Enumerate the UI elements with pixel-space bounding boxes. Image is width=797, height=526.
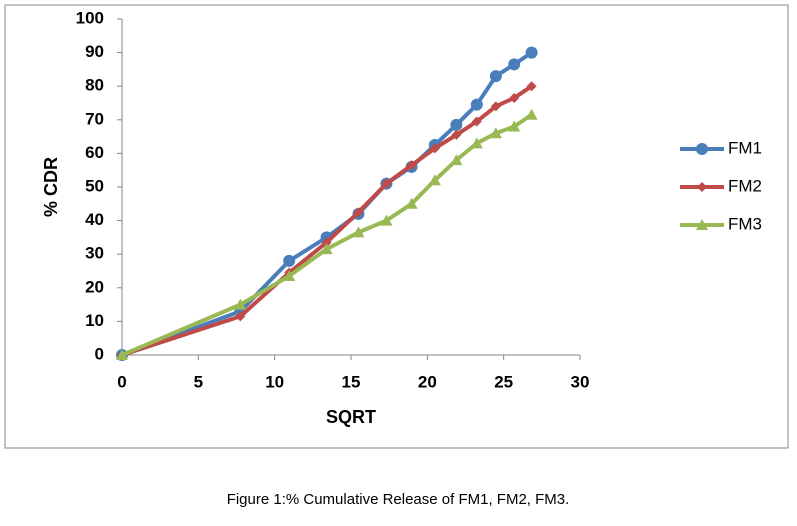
x-tick-label: 20 [418,372,437,391]
data-point [508,120,521,132]
data-point [234,298,247,310]
data-point [489,70,502,83]
x-tick-label: 25 [494,372,513,391]
data-point [471,116,482,127]
y-tick-label: 50 [85,176,104,195]
legend-marker [696,143,708,155]
y-tick-label: 80 [85,76,104,95]
data-point [451,129,462,140]
legend-label: FM1 [728,138,762,157]
data-point [283,270,296,282]
data-point [321,237,332,248]
legend-label: FM3 [728,214,762,233]
data-point [509,92,520,103]
y-tick-label: 90 [85,42,104,61]
x-tick-label: 5 [194,372,203,391]
x-tick-label: 15 [342,372,361,391]
y-tick-label: 0 [95,344,104,363]
data-point [470,137,483,149]
x-tick-label: 0 [117,372,126,391]
y-tick-label: 10 [85,311,104,330]
legend-marker [697,182,707,192]
data-point [353,207,364,218]
y-axis-title: % CDR [41,157,61,217]
x-tick-label: 30 [571,372,590,391]
data-point [470,98,483,111]
y-tick-label: 40 [85,210,104,229]
y-tick-label: 30 [85,244,104,263]
data-point [405,197,418,209]
data-point [450,118,463,131]
y-tick-label: 100 [76,8,104,27]
data-point [352,226,365,238]
data-point [489,127,502,139]
data-point [429,143,440,154]
data-point [490,101,501,112]
data-point [526,81,537,92]
y-tick-label: 60 [85,143,104,162]
data-point [525,46,538,59]
legend-marker [696,219,708,230]
chart-frame [4,4,789,449]
data-point [450,154,463,166]
data-point [525,108,538,120]
data-point [380,214,393,226]
data-point [508,58,521,71]
data-point [283,254,296,267]
data-point [428,174,441,186]
legend-label: FM2 [728,176,762,195]
caption: Figure 1:% Cumulative Release of FM1, FM… [227,491,570,508]
data-point [406,160,417,171]
x-tick-label: 10 [265,372,284,391]
data-point [320,243,333,255]
y-tick-label: 20 [85,277,104,296]
y-tick-label: 70 [85,109,104,128]
data-point [235,311,246,322]
data-point [381,178,392,189]
data-point [116,349,128,360]
x-axis-title: SQRT [326,407,376,427]
